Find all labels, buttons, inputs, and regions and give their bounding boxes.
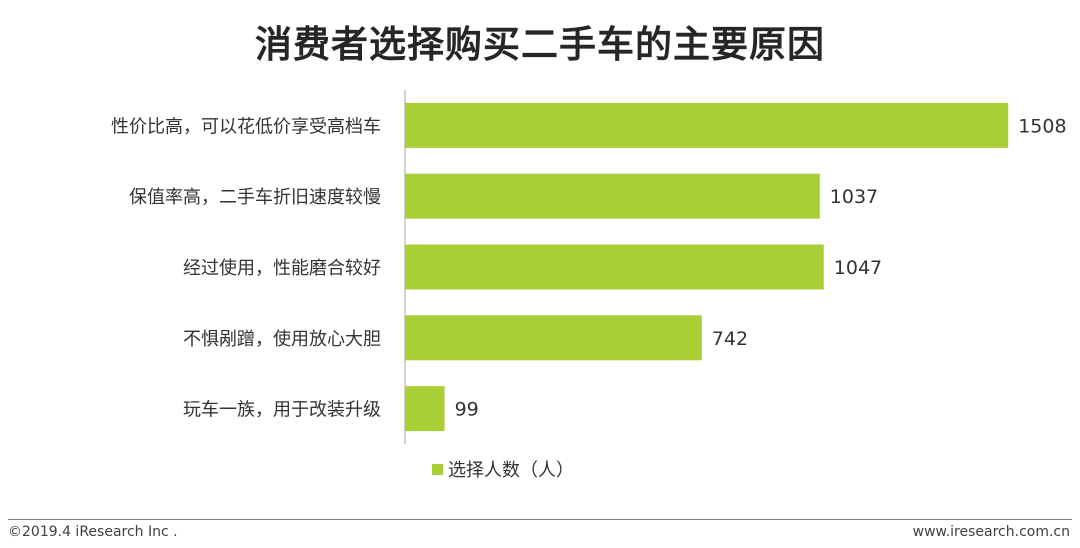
category-label: 性价比高，可以花低价享受高档车 bbox=[111, 116, 381, 137]
footer-divider bbox=[8, 519, 1072, 520]
category-label: 经过使用，性能磨合较好 bbox=[183, 258, 381, 279]
legend-swatch bbox=[432, 464, 443, 475]
data-label: 99 bbox=[455, 399, 479, 421]
bar bbox=[405, 315, 702, 361]
data-label: 1037 bbox=[830, 186, 878, 208]
bar bbox=[405, 244, 824, 290]
bar bbox=[405, 102, 1009, 148]
category-label: 保值率高，二手车折旧速度较慢 bbox=[129, 187, 381, 208]
data-label: 1508 bbox=[1018, 115, 1066, 137]
bar bbox=[405, 386, 445, 432]
data-label: 742 bbox=[712, 328, 748, 350]
chart-title: 消费者选择购买二手车的主要原因 bbox=[255, 23, 825, 66]
bar bbox=[405, 173, 820, 219]
website-url: www.iresearch.com.cn bbox=[912, 524, 1070, 540]
data-label: 1047 bbox=[834, 257, 882, 279]
category-label: 不惧剐蹭，使用放心大胆 bbox=[183, 329, 381, 350]
copyright-text: ©2019.4 iResearch Inc . bbox=[8, 524, 178, 540]
category-label: 玩车一族，用于改装升级 bbox=[183, 400, 381, 421]
legend-label: 选择人数（人） bbox=[448, 460, 574, 481]
